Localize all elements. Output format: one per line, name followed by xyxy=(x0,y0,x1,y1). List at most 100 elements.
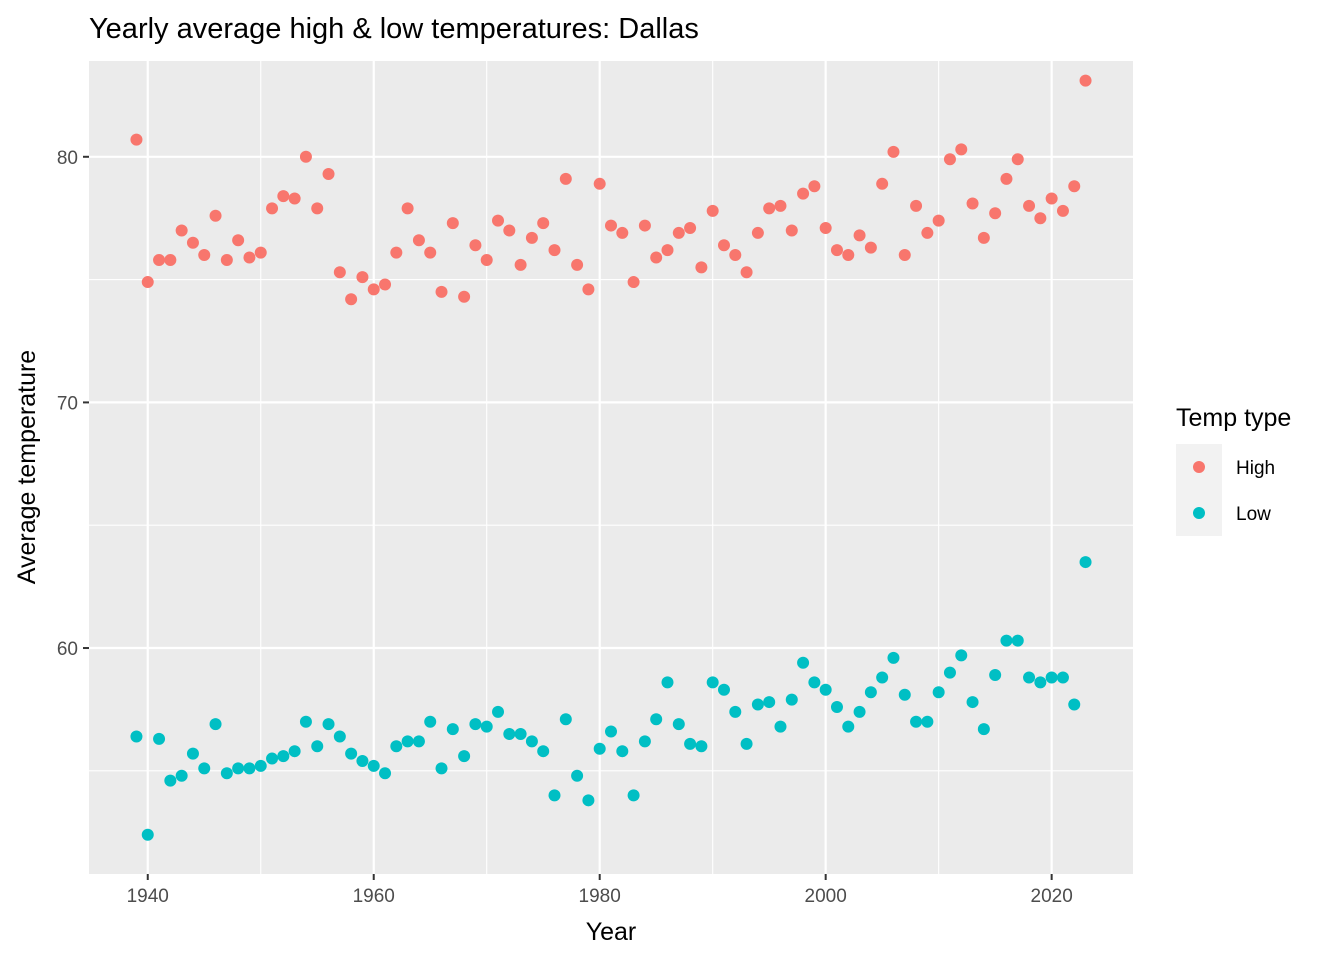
point-high xyxy=(898,249,911,262)
point-low xyxy=(525,735,538,748)
point-high xyxy=(910,199,923,212)
point-high xyxy=(785,224,798,237)
point-low xyxy=(751,698,764,711)
y-tick-label: 70 xyxy=(57,393,78,414)
point-high xyxy=(559,172,572,185)
plot-panel xyxy=(89,61,1133,874)
point-low xyxy=(1056,671,1069,684)
point-low xyxy=(299,715,312,728)
point-high xyxy=(582,283,595,296)
point-low xyxy=(277,750,290,763)
point-high xyxy=(379,278,392,291)
point-low xyxy=(898,688,911,701)
point-high xyxy=(638,219,651,232)
point-high xyxy=(876,177,889,190)
point-low xyxy=(864,686,877,699)
point-low xyxy=(763,696,776,709)
legend-label: High xyxy=(1236,458,1275,479)
point-low xyxy=(819,683,832,696)
point-high xyxy=(661,244,674,257)
point-low xyxy=(469,718,482,731)
point-high xyxy=(571,258,584,271)
legend-title: Temp type xyxy=(1176,404,1291,432)
point-high xyxy=(186,236,199,249)
point-high xyxy=(887,145,900,158)
point-high xyxy=(537,217,550,230)
point-low xyxy=(842,720,855,733)
chart-title: Yearly average high & low temperatures: … xyxy=(89,13,699,45)
point-low xyxy=(141,828,154,841)
point-low xyxy=(1000,634,1013,647)
point-low xyxy=(130,730,143,743)
point-low xyxy=(1045,671,1058,684)
point-low xyxy=(706,676,719,689)
point-low xyxy=(740,737,753,750)
point-low xyxy=(785,693,798,706)
point-high xyxy=(288,192,301,205)
point-high xyxy=(198,249,211,262)
point-low xyxy=(198,762,211,775)
point-low xyxy=(932,686,945,699)
point-low xyxy=(921,715,934,728)
point-low xyxy=(266,752,279,765)
point-low xyxy=(616,745,629,758)
point-low xyxy=(537,745,550,758)
point-high xyxy=(751,226,764,239)
point-high xyxy=(842,249,855,262)
point-high xyxy=(763,202,776,215)
point-low xyxy=(661,676,674,689)
point-high xyxy=(864,241,877,254)
point-low xyxy=(887,651,900,664)
point-high xyxy=(232,234,245,247)
point-high xyxy=(672,226,685,239)
point-low xyxy=(232,762,245,775)
point-low xyxy=(729,705,742,718)
point-high xyxy=(695,261,708,274)
point-low xyxy=(390,740,403,753)
point-high xyxy=(943,153,956,166)
y-axis-title: Average temperature xyxy=(13,350,41,584)
point-low xyxy=(480,720,493,733)
point-high xyxy=(819,222,832,235)
point-high xyxy=(977,231,990,244)
point-high xyxy=(921,226,934,239)
point-high xyxy=(266,202,279,215)
point-low xyxy=(605,725,617,738)
point-low xyxy=(379,767,392,780)
point-high xyxy=(830,244,843,257)
point-low xyxy=(220,767,233,780)
point-high xyxy=(1079,74,1092,87)
point-high xyxy=(209,209,222,222)
point-low xyxy=(717,683,730,696)
point-high xyxy=(1011,153,1024,166)
point-high xyxy=(1034,212,1047,225)
point-low xyxy=(458,750,471,763)
point-low xyxy=(186,747,199,760)
point-low xyxy=(977,723,990,736)
point-high xyxy=(729,249,742,262)
point-low xyxy=(582,794,595,807)
point-high xyxy=(254,246,267,259)
point-low xyxy=(412,735,425,748)
point-high xyxy=(311,202,324,215)
point-high xyxy=(130,133,143,146)
point-high xyxy=(412,234,425,247)
point-high xyxy=(593,177,606,190)
y-tick-label: 80 xyxy=(57,148,78,169)
legend: Temp type High Low xyxy=(1176,404,1291,536)
point-low xyxy=(672,718,685,731)
point-low xyxy=(1023,671,1036,684)
point-low xyxy=(446,723,459,736)
point-low xyxy=(989,669,1002,682)
point-high xyxy=(1023,199,1036,212)
point-high xyxy=(650,251,663,264)
point-high xyxy=(458,290,471,303)
point-high xyxy=(706,204,719,217)
point-high xyxy=(740,266,753,279)
x-axis-title: Year xyxy=(586,918,637,946)
point-low xyxy=(424,715,437,728)
point-high xyxy=(774,199,787,212)
point-high xyxy=(966,197,979,210)
point-high xyxy=(446,217,459,230)
